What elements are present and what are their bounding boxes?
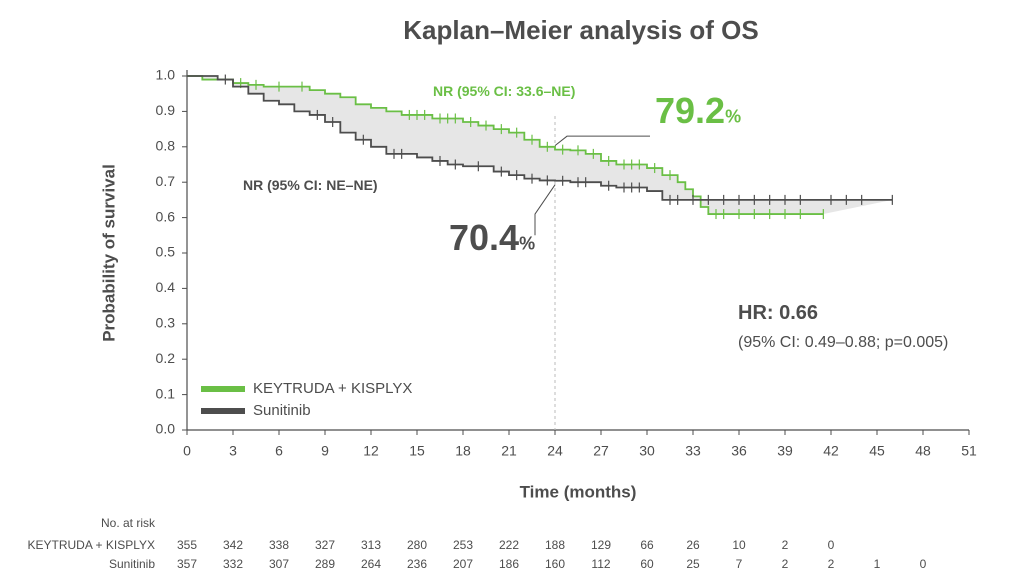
survival-line bbox=[187, 75, 893, 201]
x-tick-label: 3 bbox=[229, 443, 237, 459]
risk-value: 338 bbox=[269, 538, 289, 552]
risk-value: 222 bbox=[499, 538, 519, 552]
x-tick-label: 33 bbox=[685, 443, 701, 459]
risk-value: 342 bbox=[223, 538, 243, 552]
risk-value: 280 bbox=[407, 538, 427, 552]
risk-value: 2 bbox=[828, 557, 835, 571]
x-tick-label: 9 bbox=[321, 443, 329, 459]
annotation-text: 79.2 bbox=[655, 90, 725, 131]
risk-value: 10 bbox=[732, 538, 746, 552]
risk-value: 0 bbox=[828, 538, 835, 552]
y-tick-label: 0.1 bbox=[156, 385, 176, 401]
x-tick-label: 30 bbox=[639, 443, 655, 459]
risk-value: 207 bbox=[453, 557, 473, 571]
risk-value: 129 bbox=[591, 538, 611, 552]
leader-line bbox=[534, 184, 556, 236]
x-tick-label: 18 bbox=[455, 443, 471, 459]
legend-label: KEYTRUDA + KISPLYX bbox=[253, 380, 412, 397]
risk-value: 307 bbox=[269, 557, 289, 571]
y-tick-label: 0.9 bbox=[156, 102, 176, 118]
risk-value: 327 bbox=[315, 538, 335, 552]
annotation-text: NR (95% CI: 33.6–NE) bbox=[433, 83, 575, 99]
annotation-text: (95% CI: 0.49–0.88; p=0.005) bbox=[738, 334, 948, 351]
x-tick-label: 21 bbox=[501, 443, 517, 459]
x-tick-label: 27 bbox=[593, 443, 609, 459]
x-tick-label: 24 bbox=[547, 443, 563, 459]
y-tick-label: 0.0 bbox=[156, 421, 176, 437]
risk-row-label: KEYTRUDA + KISPLYX bbox=[28, 538, 156, 552]
annotation: HR: 0.66 bbox=[738, 302, 818, 324]
annotation: 79.2% bbox=[655, 90, 741, 131]
x-tick-label: 42 bbox=[823, 443, 839, 459]
risk-value: 66 bbox=[640, 538, 654, 552]
risk-value: 2 bbox=[782, 538, 789, 552]
y-tick-label: 1.0 bbox=[156, 67, 176, 83]
risk-value: 60 bbox=[640, 557, 654, 571]
x-tick-label: 45 bbox=[869, 443, 885, 459]
y-tick-label: 0.6 bbox=[156, 208, 176, 224]
risk-value: 186 bbox=[499, 557, 519, 571]
x-tick-label: 12 bbox=[363, 443, 379, 459]
chart-title: Kaplan–Meier analysis of OS bbox=[403, 15, 758, 45]
x-tick-label: 51 bbox=[961, 443, 977, 459]
x-tick-label: 15 bbox=[409, 443, 425, 459]
annotation-text: NR (95% CI: NE–NE) bbox=[243, 177, 378, 193]
y-tick-label: 0.4 bbox=[156, 279, 176, 295]
y-axis-label: Probability of survival bbox=[99, 164, 118, 342]
x-tick-label: 39 bbox=[777, 443, 793, 459]
risk-value: 25 bbox=[686, 557, 700, 571]
risk-value: 112 bbox=[591, 557, 610, 571]
risk-row-label: Sunitinib bbox=[109, 557, 155, 571]
y-tick-label: 0.5 bbox=[156, 244, 176, 260]
x-axis-label: Time (months) bbox=[520, 482, 637, 501]
risk-value: 313 bbox=[361, 538, 381, 552]
risk-value: 1 bbox=[874, 557, 881, 571]
annotation-unit: % bbox=[725, 106, 741, 126]
risk-value: 264 bbox=[361, 557, 381, 571]
annotation: (95% CI: 0.49–0.88; p=0.005) bbox=[738, 334, 948, 351]
risk-value: 188 bbox=[545, 538, 565, 552]
risk-table-title: No. at risk bbox=[101, 516, 156, 530]
risk-value: 236 bbox=[407, 557, 427, 571]
risk-value: 160 bbox=[545, 557, 565, 571]
leader-line bbox=[554, 135, 650, 147]
y-tick-label: 0.7 bbox=[156, 173, 176, 189]
risk-value: 289 bbox=[315, 557, 335, 571]
risk-value: 0 bbox=[920, 557, 927, 571]
annotation-text: 70.4 bbox=[449, 217, 519, 258]
x-tick-label: 36 bbox=[731, 443, 747, 459]
risk-value: 357 bbox=[177, 557, 197, 571]
annotation-text: HR: 0.66 bbox=[738, 302, 818, 324]
x-tick-label: 6 bbox=[275, 443, 283, 459]
risk-value: 7 bbox=[736, 557, 743, 571]
risk-value: 355 bbox=[177, 538, 197, 552]
risk-value: 332 bbox=[223, 557, 243, 571]
y-tick-label: 0.8 bbox=[156, 138, 176, 154]
annotation-unit: % bbox=[519, 233, 535, 253]
x-tick-label: 0 bbox=[183, 443, 191, 459]
annotation: NR (95% CI: NE–NE) bbox=[243, 177, 378, 193]
annotation: NR (95% CI: 33.6–NE) bbox=[433, 83, 575, 99]
y-tick-label: 0.2 bbox=[156, 350, 176, 366]
risk-value: 26 bbox=[686, 538, 700, 552]
x-tick-label: 48 bbox=[915, 443, 931, 459]
legend-label: Sunitinib bbox=[253, 402, 311, 419]
risk-value: 253 bbox=[453, 538, 473, 552]
annotation: 70.4% bbox=[449, 217, 535, 258]
y-tick-label: 0.3 bbox=[156, 315, 176, 331]
risk-value: 2 bbox=[782, 557, 789, 571]
